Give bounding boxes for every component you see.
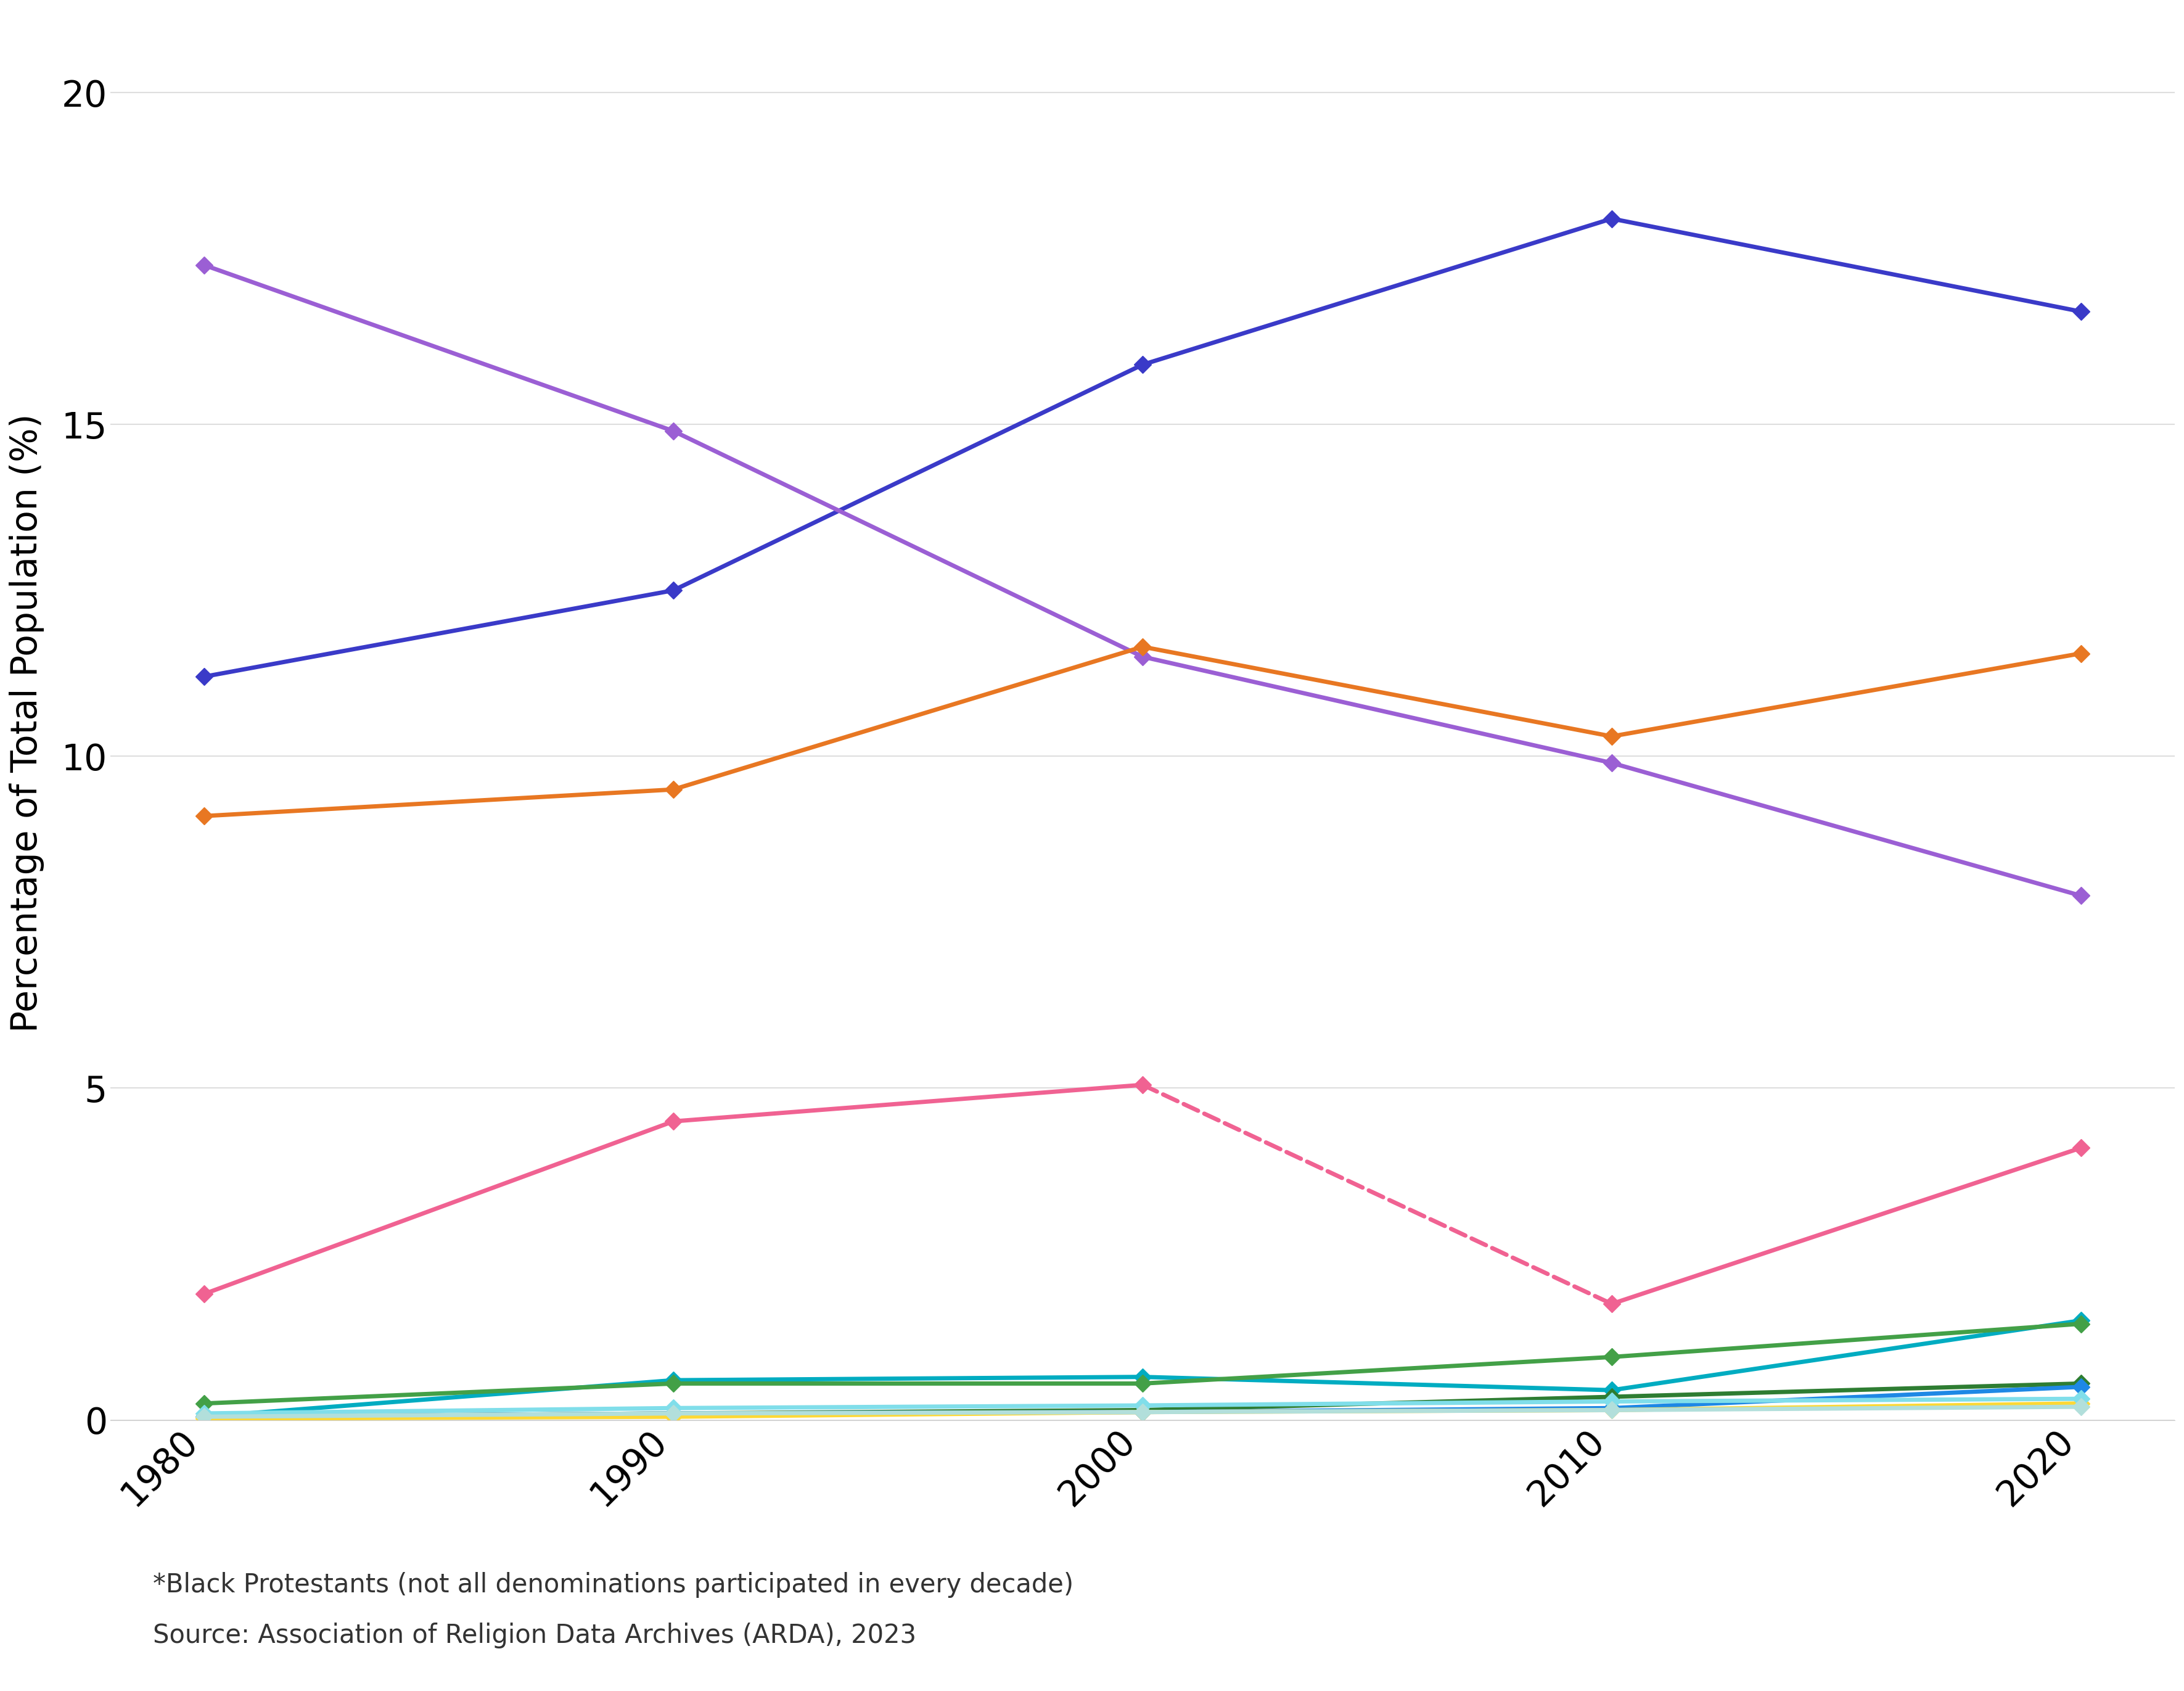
- Text: Source: Association of Religion Data Archives (ARDA), 2023: Source: Association of Religion Data Arc…: [153, 1623, 917, 1649]
- Text: *Black Protestants (not all denominations participated in every decade): *Black Protestants (not all denomination…: [153, 1573, 1075, 1598]
- Y-axis label: Percentage of Total Population (%): Percentage of Total Population (%): [9, 414, 44, 1033]
